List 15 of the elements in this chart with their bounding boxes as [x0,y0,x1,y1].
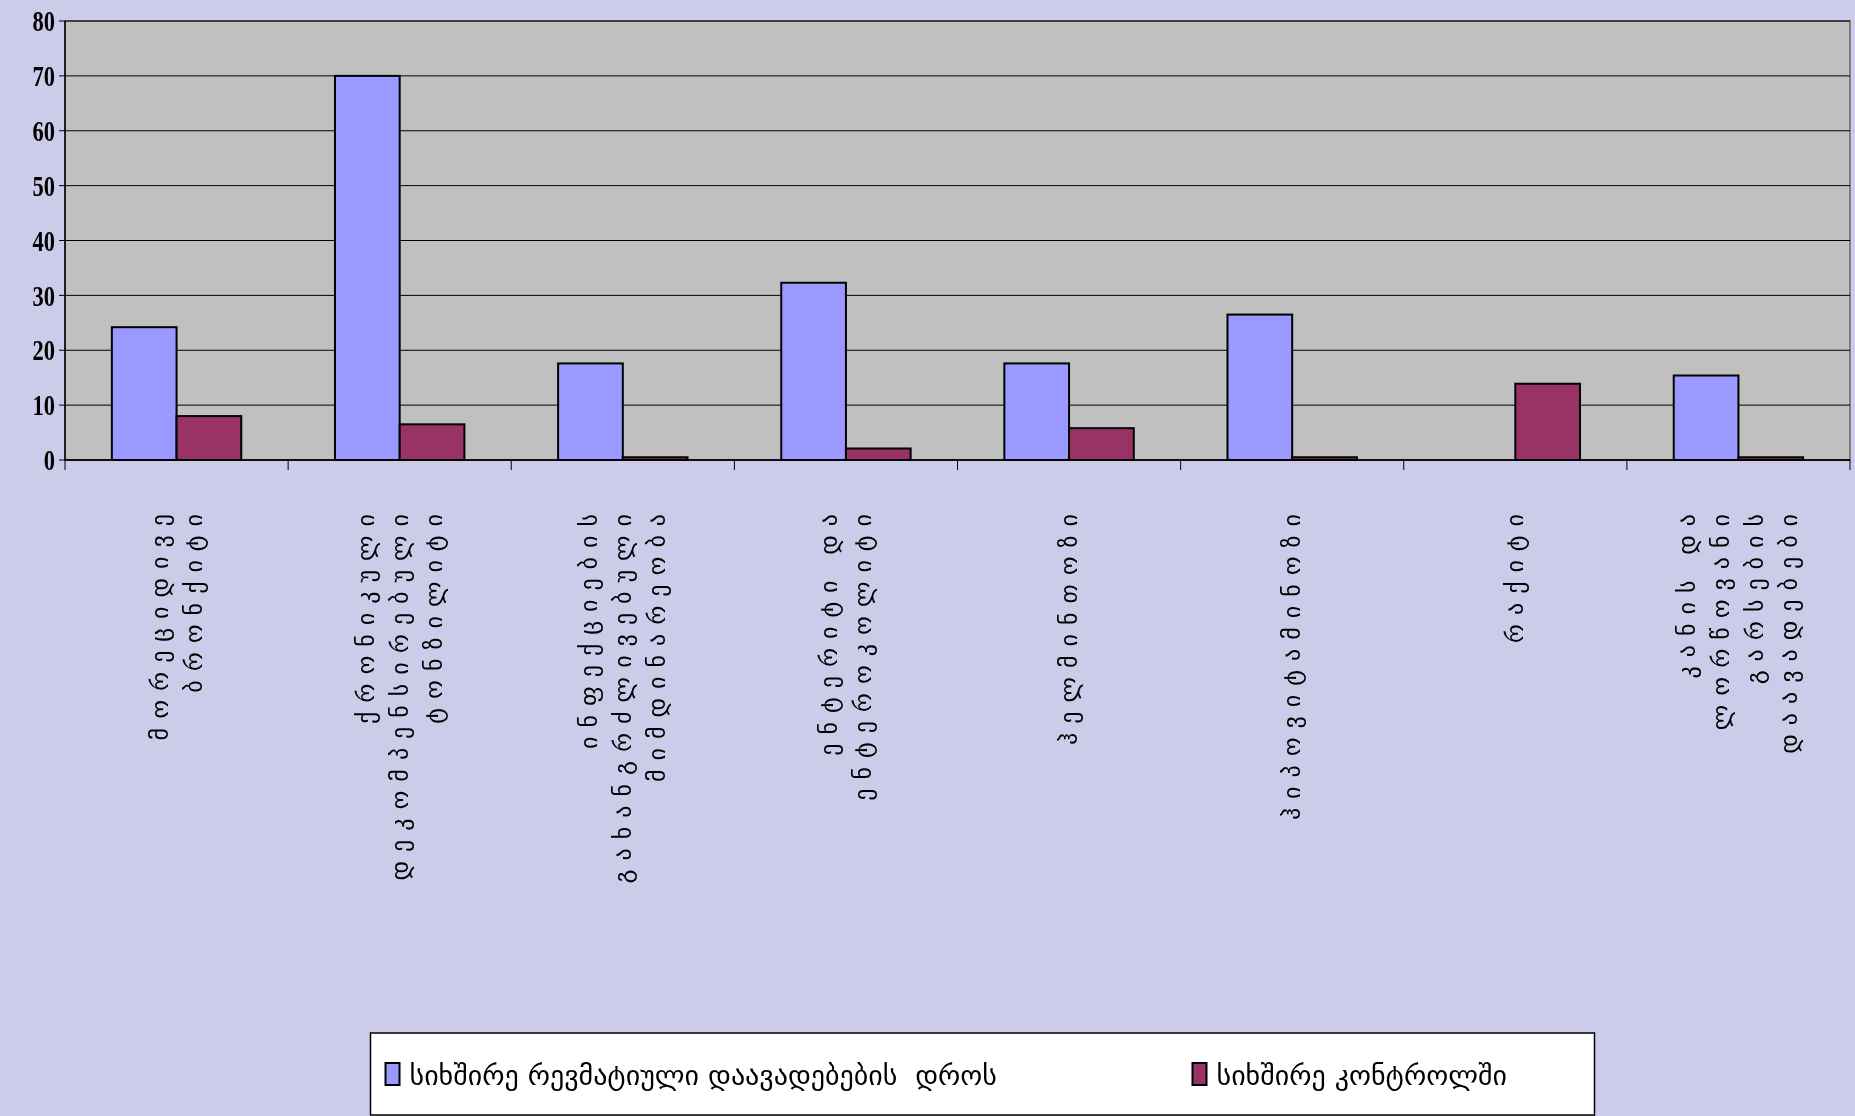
y-tick-label: 60 [32,113,55,148]
y-tick-label: 20 [32,333,55,368]
x-tick-label: ჰელმინთოზი [1055,505,1084,745]
y-tick-label: 50 [32,168,55,203]
legend-label: სიხშირე კონტროლში [1216,1058,1507,1092]
y-tick-label: 70 [32,58,55,93]
x-tick-label: ჰიპოვიტამინოზი [1278,505,1307,821]
x-tick-label: მორეციდივე ბრონქიტი [145,505,208,741]
y-tick-label: 40 [32,223,55,258]
y-tick-label: 80 [32,4,55,38]
y-tick-label: 10 [32,388,55,423]
x-tick-label: რაქიტი [1501,505,1530,644]
y-tick-label: 0 [43,443,55,477]
legend-label: სიხშირე რევმატიული დაავადებების დროს [409,1058,997,1092]
y-tick-label: 30 [32,278,55,313]
